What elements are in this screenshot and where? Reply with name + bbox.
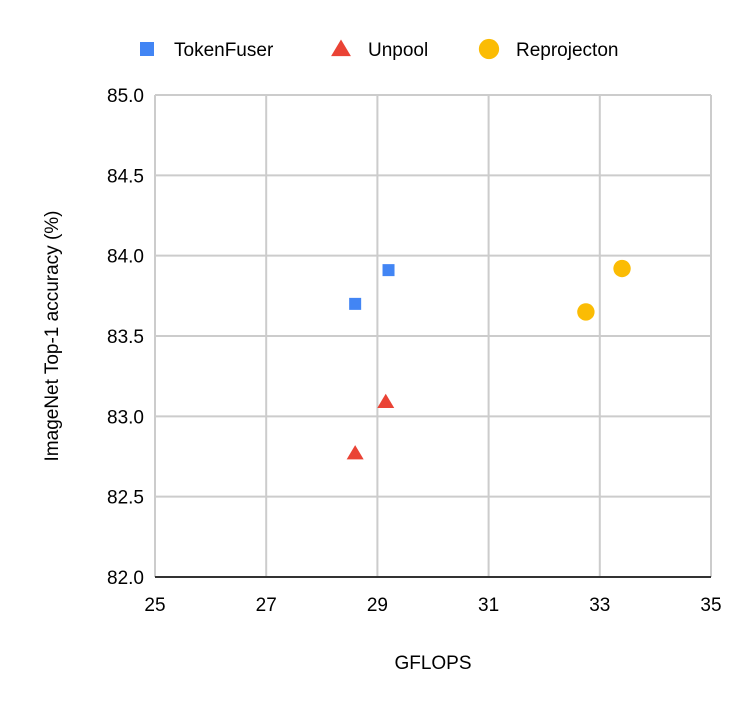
reprojecton-point	[613, 259, 631, 278]
y-tick-label: 83.5	[107, 327, 144, 348]
legend-label: Unpool	[368, 40, 428, 61]
unpool-point	[377, 393, 395, 408]
x-tick-label: 31	[478, 595, 499, 616]
legend-item-reprojecton: Reprojecton	[478, 38, 618, 61]
tokenfuser-point	[382, 264, 395, 277]
x-tick-label: 33	[589, 595, 610, 616]
x-tick-label: 29	[367, 595, 388, 616]
square-legend-icon	[140, 42, 154, 56]
x-axis-title: GFLOPS	[394, 653, 471, 674]
y-axis-title: ImageNet Top-1 accuracy (%)	[42, 211, 63, 462]
data-points	[346, 259, 631, 460]
legend-label: TokenFuser	[174, 40, 274, 61]
triangle-legend-icon	[331, 39, 351, 57]
y-tick-label: 85.0	[107, 86, 144, 107]
x-tick-label: 27	[256, 595, 277, 616]
legend-label: Reprojecton	[516, 40, 618, 61]
y-tick-labels: 82.0 82.5 83.0 83.5 84.0 84.5 85.0	[107, 86, 144, 589]
legend-item-tokenfuser: TokenFuser	[140, 40, 274, 61]
y-tick-label: 84.0	[107, 247, 144, 268]
x-tick-label: 25	[144, 595, 165, 616]
y-tick-label: 84.5	[107, 166, 144, 187]
y-tick-label: 82.0	[107, 568, 144, 589]
x-tick-label: 35	[700, 595, 721, 616]
y-tick-label: 82.5	[107, 488, 144, 509]
x-tick-labels: 25 27 29 31 33 35	[144, 595, 721, 616]
tokenfuser-point	[349, 297, 362, 310]
unpool-point	[346, 445, 364, 460]
legend-item-unpool: Unpool	[331, 39, 428, 61]
grid-lines	[154, 94, 712, 578]
reprojecton-point	[577, 303, 595, 321]
circle-legend-icon	[478, 38, 500, 60]
y-tick-label: 83.0	[107, 407, 144, 428]
legend: TokenFuser Unpool Reprojecton	[140, 38, 618, 61]
